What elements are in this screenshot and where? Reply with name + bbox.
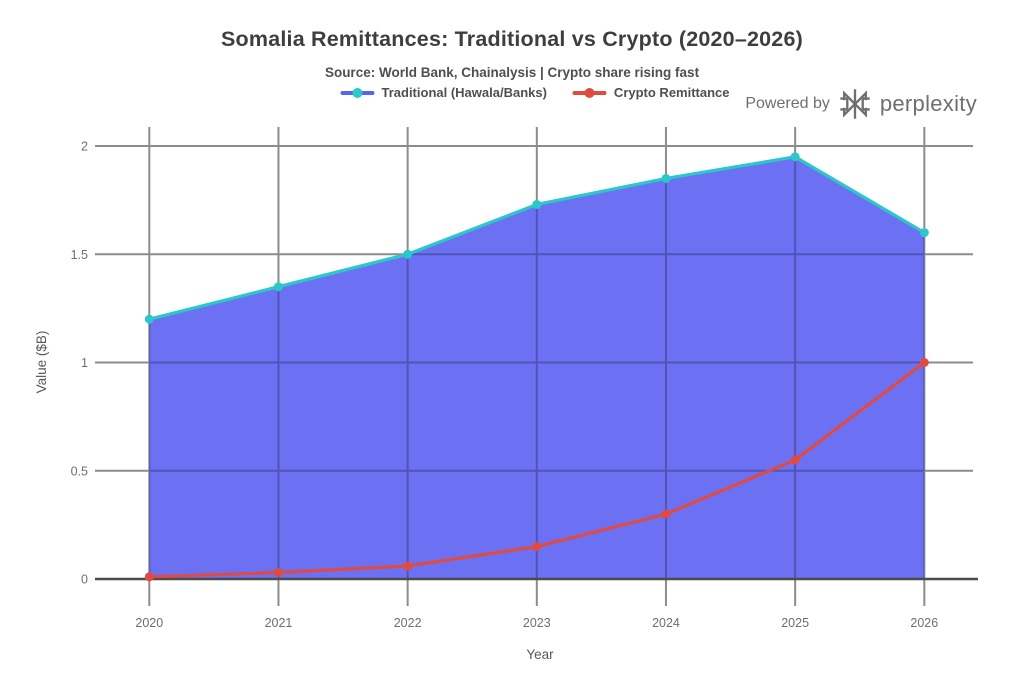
legend-label-crypto: Crypto Remittance xyxy=(613,85,730,100)
traditional-marker xyxy=(661,173,671,183)
x-axis-title: Year xyxy=(526,647,554,662)
y-tick-label: 1 xyxy=(81,356,88,370)
traditional-area-fill xyxy=(149,156,925,579)
traditional-marker xyxy=(532,199,542,209)
crypto-marker xyxy=(919,358,929,367)
traditional-marker xyxy=(790,152,800,162)
traditional-legend-marker-icon xyxy=(340,86,375,100)
legend-label-traditional: Traditional (Hawala/Banks) xyxy=(381,85,547,100)
chart-subtitle: Source: World Bank, Chainalysis | Crypto… xyxy=(324,65,700,80)
perplexity-logo-icon xyxy=(840,89,870,119)
x-tick-label: 2023 xyxy=(523,616,551,630)
traditional-marker xyxy=(403,249,413,259)
y-tick-label: 0 xyxy=(81,573,88,587)
legend-item-traditional: Traditional (Hawala/Banks) xyxy=(340,85,547,100)
crypto-marker xyxy=(144,572,154,582)
y-tick-label: 1.5 xyxy=(71,248,88,262)
legend-item-crypto: Crypto Remittance xyxy=(572,85,730,100)
traditional-marker xyxy=(273,282,283,292)
x-tick-label: 2024 xyxy=(652,616,680,630)
chart-title: Somalia Remittances: Traditional vs Cryp… xyxy=(221,27,803,51)
y-tick-label: 2 xyxy=(81,140,88,154)
crypto-marker xyxy=(790,455,800,465)
crypto-legend-marker-icon xyxy=(572,86,607,100)
crypto-marker xyxy=(273,568,283,578)
traditional-marker xyxy=(919,228,929,238)
perplexity-wordmark: perplexity xyxy=(879,91,977,116)
x-tick-label: 2022 xyxy=(394,616,422,630)
x-tick-label: 2020 xyxy=(135,616,163,630)
crypto-marker xyxy=(403,561,413,571)
powered-by-text: Powered by xyxy=(745,95,830,112)
powered-by-badge: Powered by perplexity xyxy=(745,86,977,122)
chart-legend: Traditional (Hawala/Banks) Crypto Remitt… xyxy=(340,85,730,100)
crypto-marker xyxy=(661,509,671,519)
y-tick-label: 0.5 xyxy=(71,464,88,478)
traditional-marker xyxy=(144,314,154,324)
y-axis-title: Value ($B) xyxy=(34,331,49,394)
x-tick-label: 2026 xyxy=(910,616,938,630)
x-tick-label: 2025 xyxy=(781,616,809,630)
crypto-marker xyxy=(532,542,542,552)
x-tick-label: 2021 xyxy=(265,616,293,630)
